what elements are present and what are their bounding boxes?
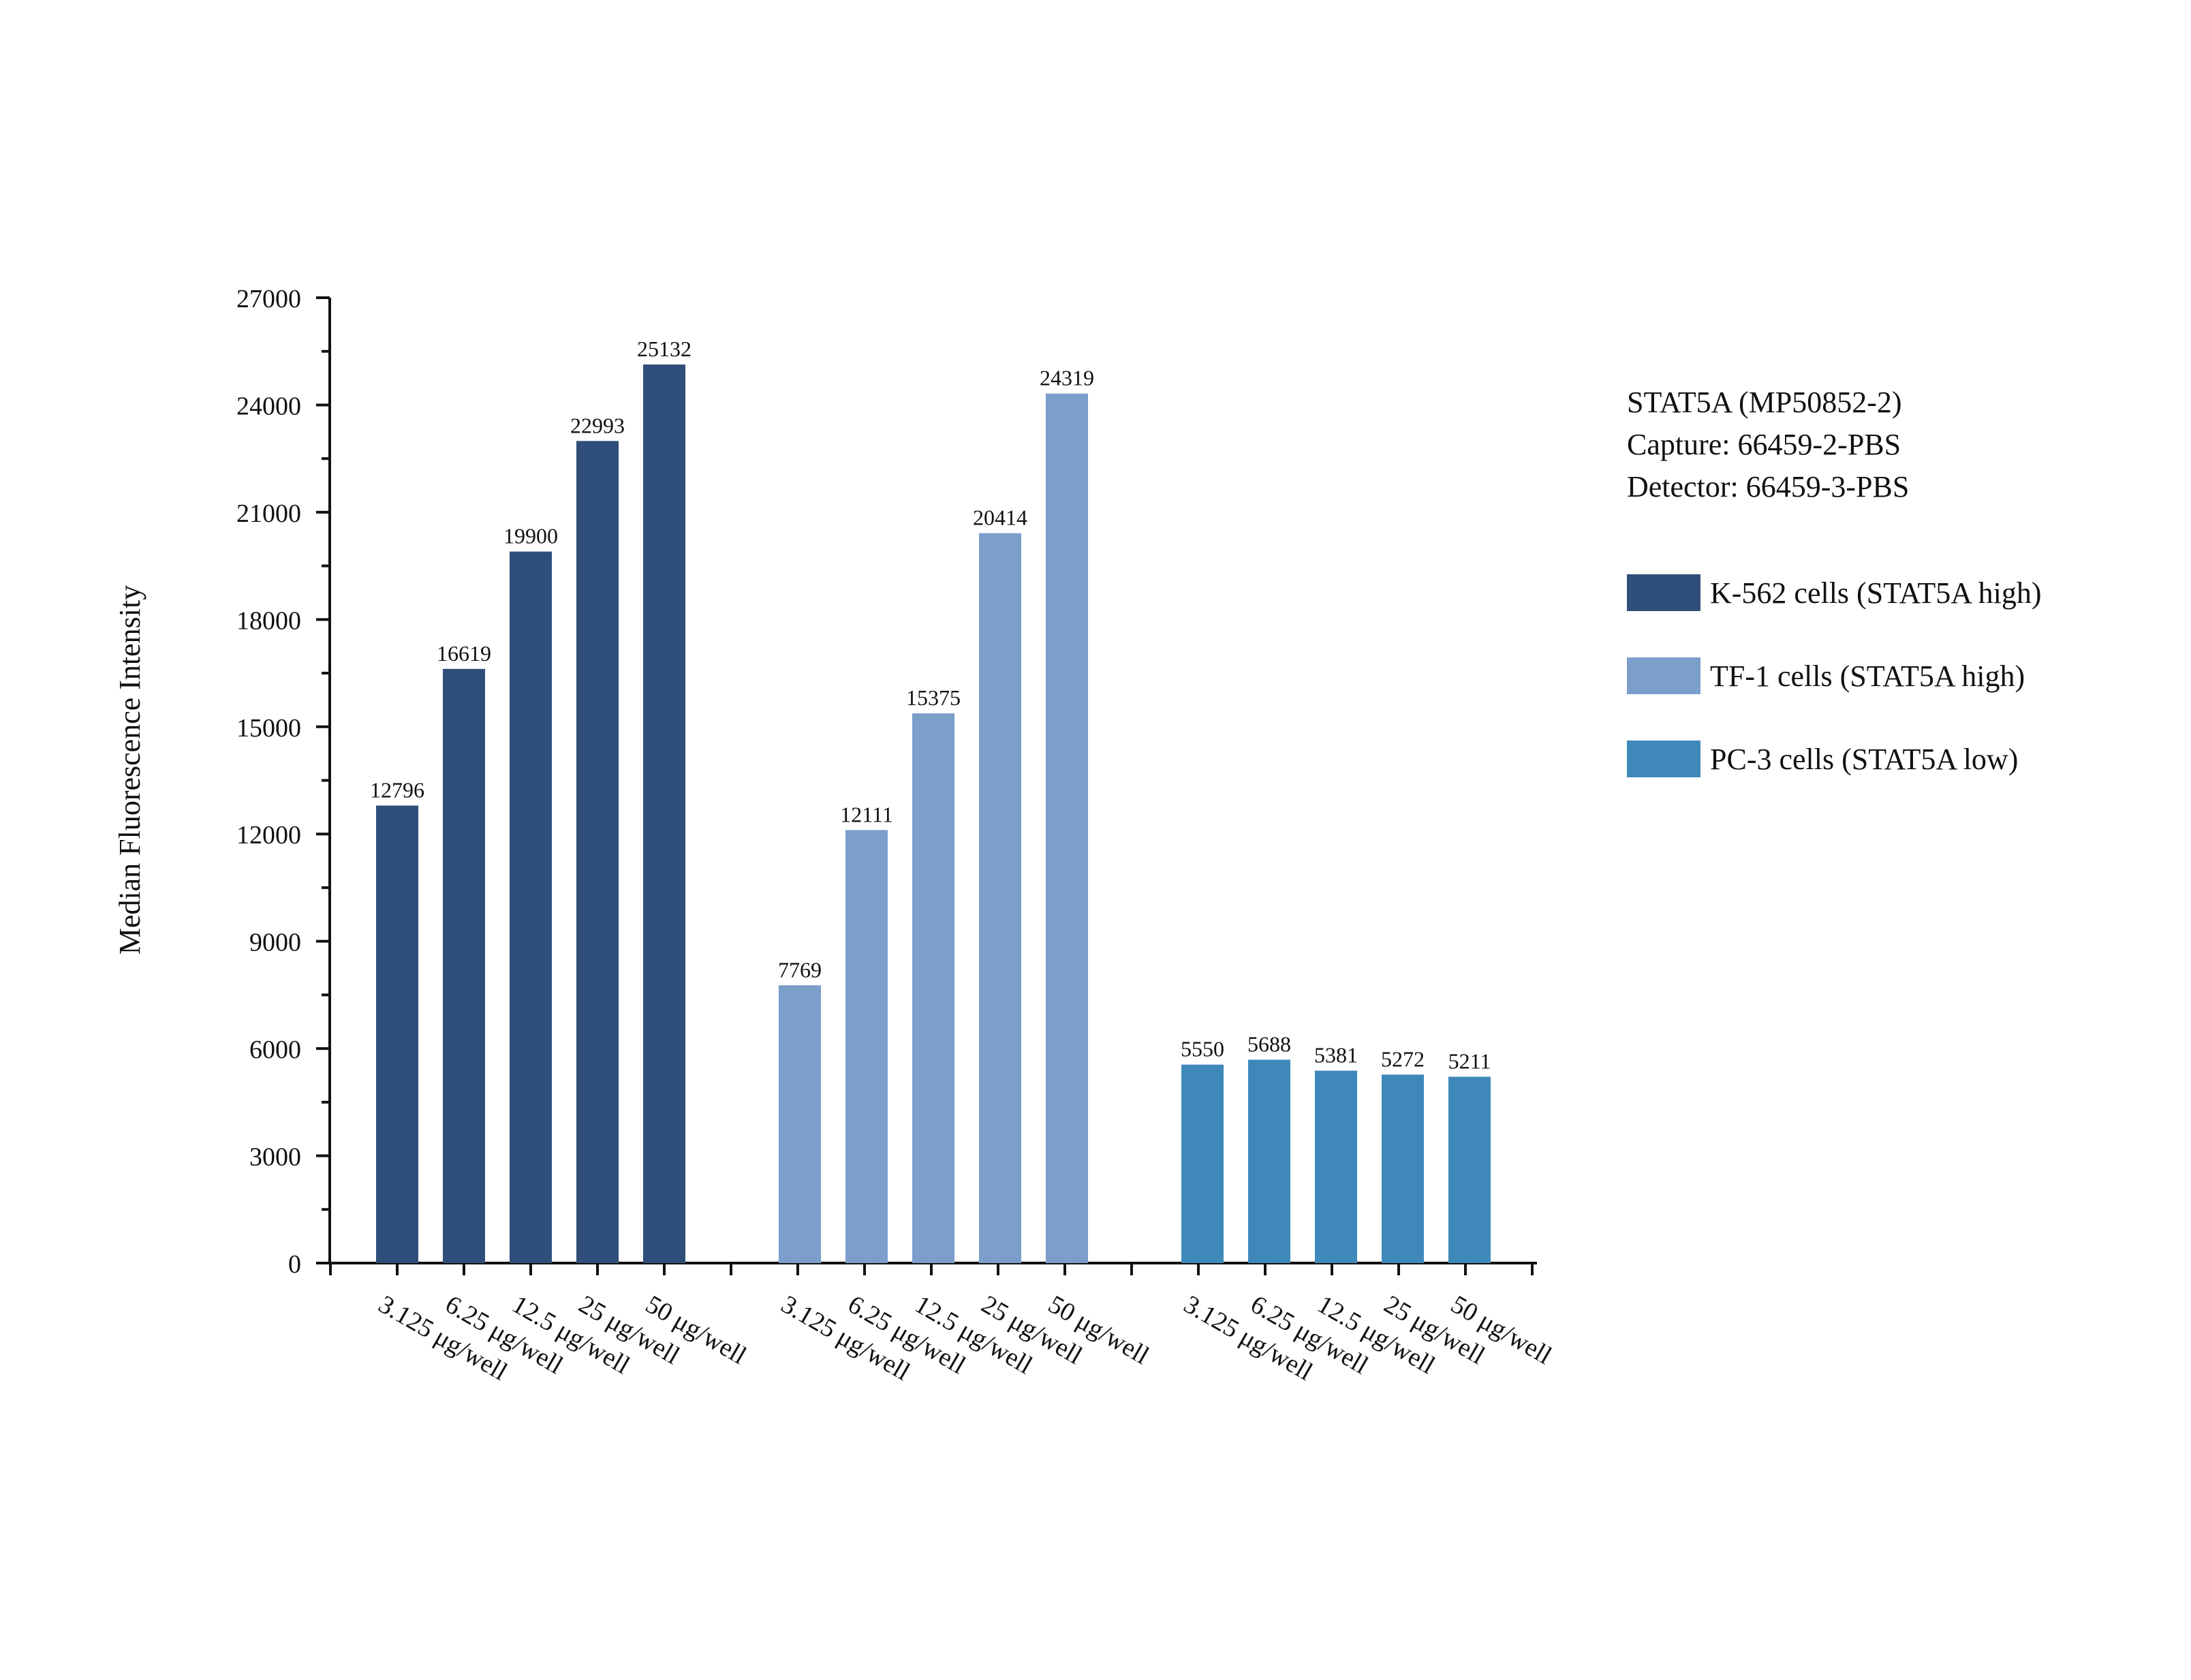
axis-layer: 0 3000 6000 9000 12000 15000 18000 21000 24000 27… <box>236 285 1537 1279</box>
legend-panel: STAT5A (MP50852-2) Capture: 66459-2-PBS … <box>1627 382 2145 823</box>
bar <box>1181 1064 1224 1263</box>
data-label: 12111 <box>840 802 893 826</box>
y-tick-label: 24000 <box>236 392 301 420</box>
bar <box>376 805 418 1263</box>
y-tick-label: 21000 <box>236 499 301 528</box>
bar <box>443 668 485 1263</box>
bar <box>912 713 954 1263</box>
bars-layer <box>376 364 1491 1264</box>
y-tick-label: 3000 <box>249 1143 301 1172</box>
bar <box>643 364 685 1263</box>
y-tick-label: 0 <box>288 1250 301 1279</box>
bar <box>1248 1059 1290 1263</box>
data-label: 7769 <box>778 957 822 982</box>
bar <box>1315 1070 1357 1263</box>
bar <box>1046 393 1088 1263</box>
data-label: 5381 <box>1314 1043 1358 1068</box>
data-label: 15375 <box>906 685 961 710</box>
y-axis-label: Median Fluorescence Intensity <box>113 585 146 955</box>
legend-label-pc3: PC-3 cells (STAT5A low) <box>1710 742 2019 776</box>
bar <box>576 441 619 1264</box>
bar <box>979 533 1021 1263</box>
y-tick-label: 18000 <box>236 606 301 635</box>
legend-swatch-k562 <box>1627 574 1700 611</box>
legend-label-k562: K-562 cells (STAT5A high) <box>1710 576 2042 610</box>
y-tick-label: 9000 <box>249 929 301 957</box>
legend-item-k562: K-562 cells (STAT5A high) <box>1627 574 2145 612</box>
y-tick-label: 15000 <box>236 714 301 743</box>
y-tick-label: 6000 <box>249 1036 301 1064</box>
data-label: 22993 <box>570 413 625 437</box>
data-label: 5272 <box>1381 1046 1425 1071</box>
bar <box>1448 1076 1491 1263</box>
legend-swatch-tf1 <box>1627 657 1700 694</box>
data-label: 5688 <box>1247 1031 1291 1056</box>
annotation-line-detector: Detector: 66459-3-PBS <box>1627 470 1910 503</box>
legend-label-tf1: TF-1 cells (STAT5A high) <box>1710 659 2025 693</box>
legend-swatch-pc3 <box>1627 741 1700 777</box>
bar <box>1382 1074 1424 1263</box>
data-label: 16619 <box>437 641 491 666</box>
data-label: 24319 <box>1040 366 1094 390</box>
legend-item-pc3: PC-3 cells (STAT5A low) <box>1627 740 2145 778</box>
legend-item-tf1: TF-1 cells (STAT5A high) <box>1627 657 2145 695</box>
data-label: 20414 <box>973 505 1027 530</box>
legend: K-562 cells (STAT5A high) TF-1 cells (ST… <box>1627 574 2145 778</box>
data-label: 25132 <box>637 337 692 361</box>
annotation-block: STAT5A (MP50852-2) Capture: 66459-2-PBS … <box>1627 382 2145 508</box>
bar <box>510 551 552 1263</box>
data-label: 19900 <box>503 524 558 548</box>
bar <box>779 985 821 1263</box>
data-label: 5550 <box>1181 1037 1224 1061</box>
y-tick-label: 27000 <box>236 285 301 313</box>
bar <box>845 830 888 1263</box>
data-label: 5211 <box>1448 1049 1491 1074</box>
data-label: 12796 <box>370 777 424 802</box>
annotation-line-protein: STAT5A (MP50852-2) <box>1627 386 1902 419</box>
y-tick-label: 12000 <box>236 821 301 850</box>
annotation-line-capture: Capture: 66459-2-PBS <box>1627 428 1901 461</box>
